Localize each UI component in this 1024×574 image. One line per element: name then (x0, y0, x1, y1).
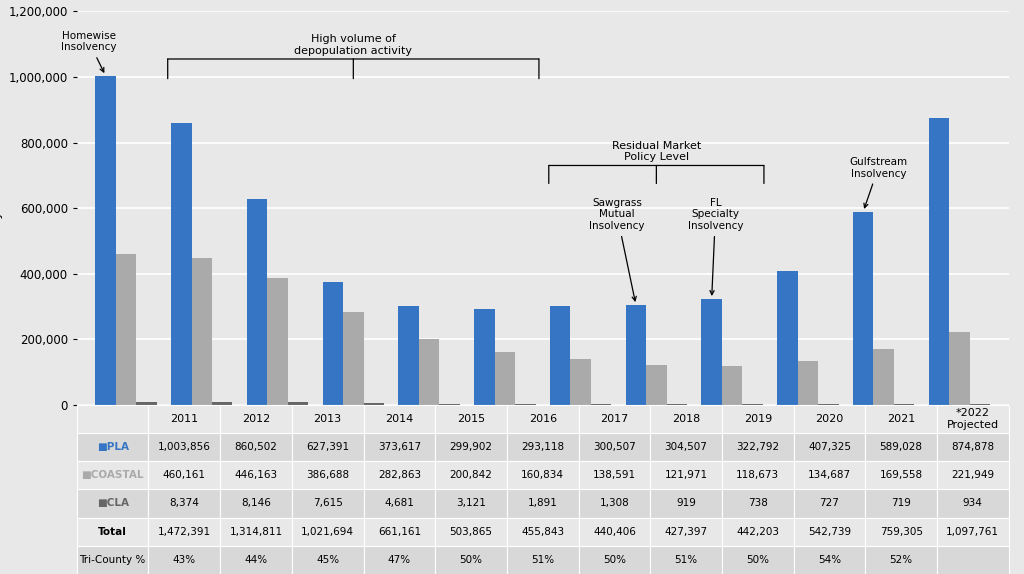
Bar (929, 118, 949, 405)
Bar (171, 123, 191, 405)
Bar (626, 305, 646, 405)
Bar (95, 76, 116, 405)
Text: Residual Market
Policy Level: Residual Market Policy Level (611, 141, 701, 162)
Bar (419, 339, 439, 405)
Bar (949, 332, 970, 405)
Bar (873, 349, 894, 405)
Text: High volume of
depopulation activity: High volume of depopulation activity (294, 34, 413, 56)
Bar (722, 366, 742, 405)
Bar (136, 402, 157, 405)
Bar (343, 312, 364, 405)
Text: Gulfstream
Insolvency: Gulfstream Insolvency (849, 157, 907, 208)
Bar (646, 364, 667, 405)
Bar (798, 360, 818, 405)
Bar (474, 309, 495, 405)
Bar (247, 199, 267, 405)
Bar (212, 402, 232, 405)
Text: Sawgrass
Mutual
Insolvency: Sawgrass Mutual Insolvency (589, 198, 645, 301)
Bar (570, 359, 591, 405)
Bar (267, 278, 288, 405)
Bar (398, 307, 419, 405)
Bar (495, 352, 515, 405)
Bar (191, 258, 212, 405)
Text: FL
Specialty
Insolvency: FL Specialty Insolvency (688, 198, 743, 294)
Bar (323, 282, 343, 405)
Bar (853, 212, 873, 405)
Text: Homewise
Insolvency: Homewise Insolvency (61, 31, 117, 72)
Bar (288, 402, 308, 405)
Bar (550, 306, 570, 405)
Bar (116, 254, 136, 405)
Bar (364, 403, 384, 405)
Y-axis label: Policy Count: Policy Count (0, 167, 3, 249)
Bar (439, 404, 460, 405)
Bar (515, 404, 536, 405)
Bar (701, 299, 722, 405)
Bar (777, 271, 798, 405)
